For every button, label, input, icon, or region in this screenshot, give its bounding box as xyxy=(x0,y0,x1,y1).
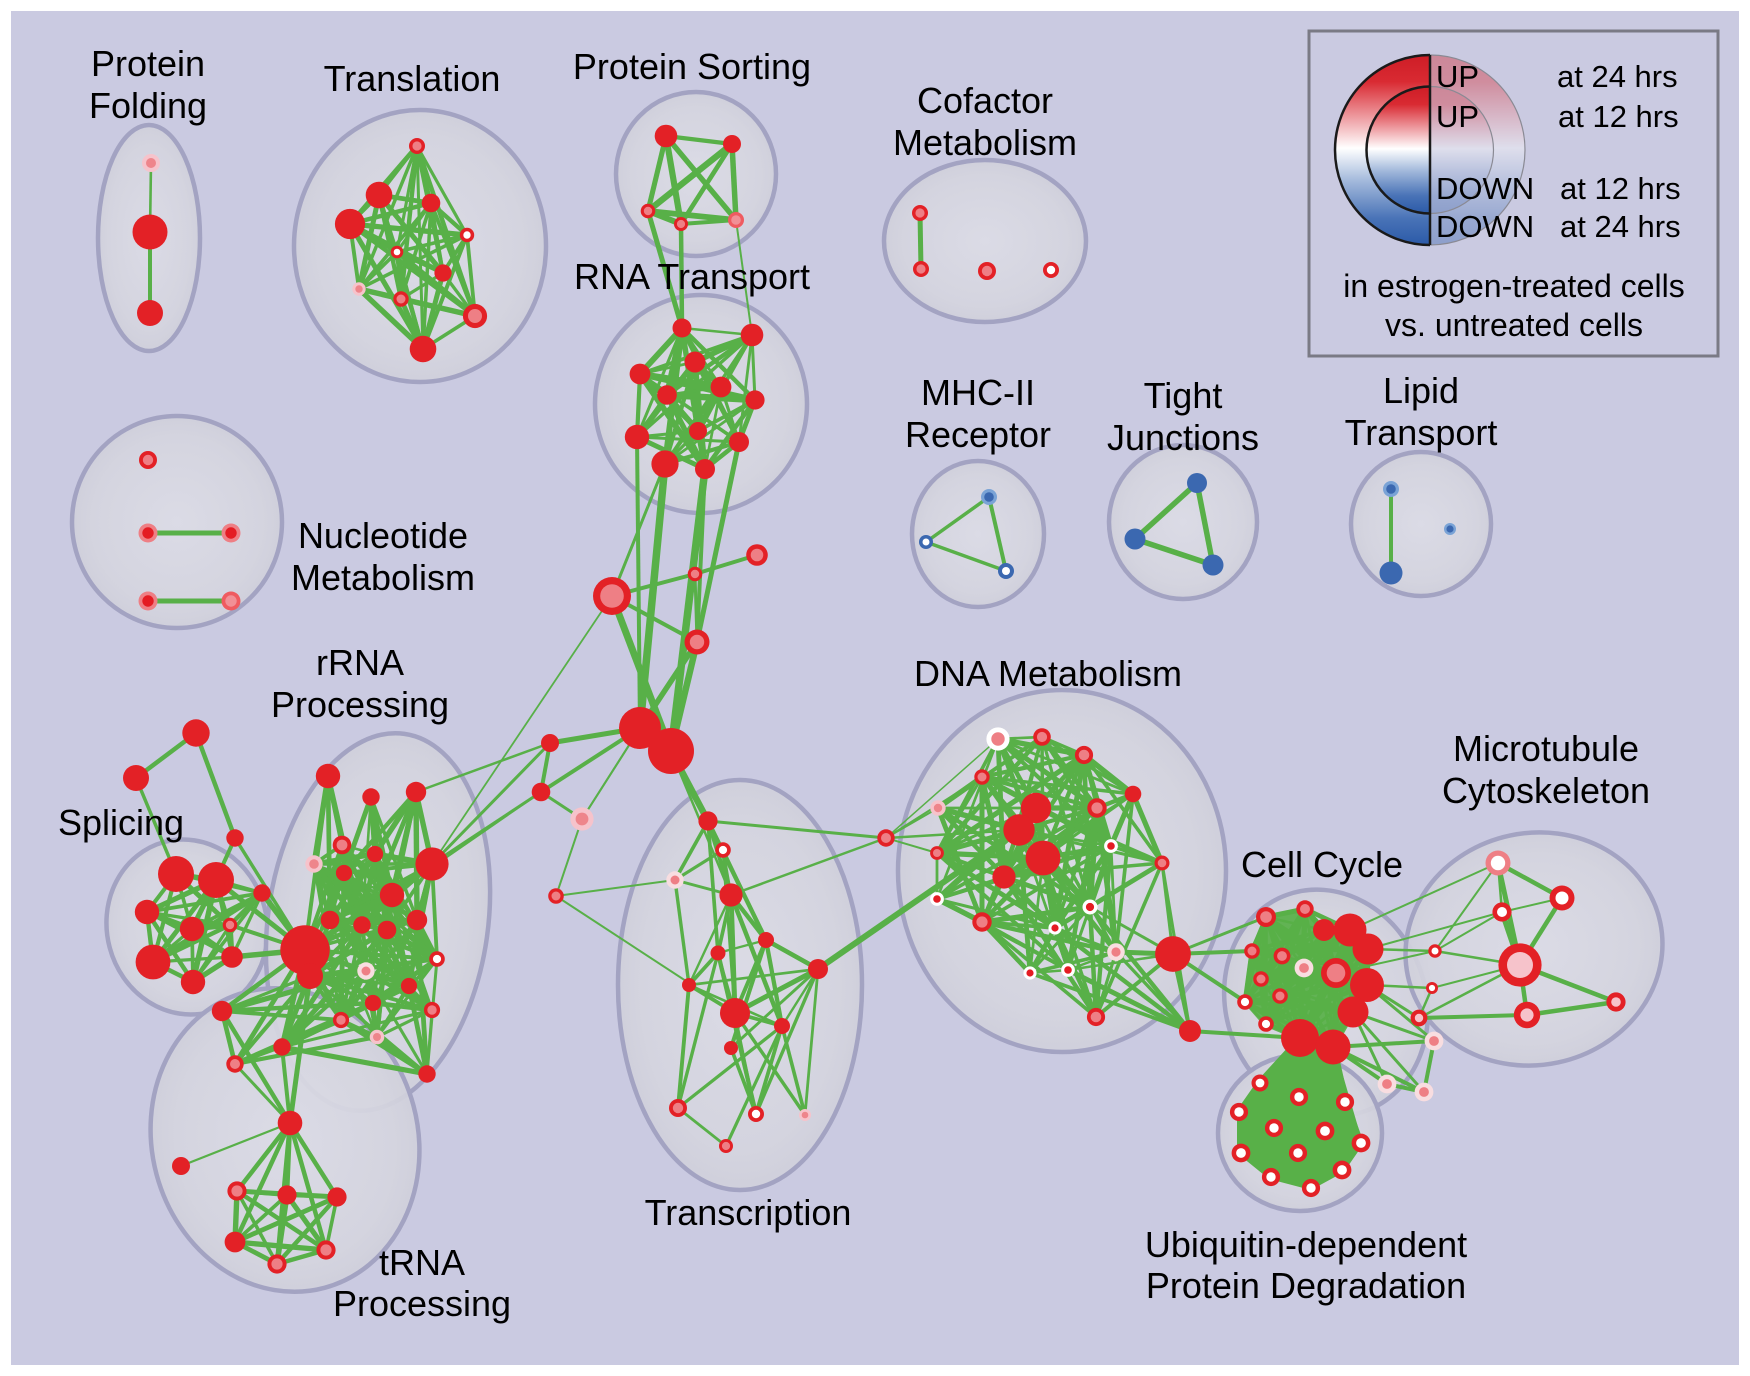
svg-text:Translation: Translation xyxy=(324,58,501,99)
svg-text:DOWN: DOWN xyxy=(1436,171,1534,206)
svg-text:at 12 hrs: at 12 hrs xyxy=(1560,171,1681,206)
svg-text:Processing: Processing xyxy=(333,1283,511,1324)
svg-text:Processing: Processing xyxy=(271,684,449,725)
svg-text:Cytoskeleton: Cytoskeleton xyxy=(1442,770,1650,811)
svg-text:DOWN: DOWN xyxy=(1436,209,1534,244)
svg-text:Protein: Protein xyxy=(91,43,205,84)
svg-text:Metabolism: Metabolism xyxy=(893,122,1077,163)
svg-text:UP: UP xyxy=(1436,99,1479,134)
svg-text:Cofactor: Cofactor xyxy=(917,80,1053,121)
svg-text:RNA Transport: RNA Transport xyxy=(574,256,810,297)
svg-text:vs. untreated cells: vs. untreated cells xyxy=(1385,307,1643,343)
svg-text:Transcription: Transcription xyxy=(645,1192,852,1233)
svg-text:UP: UP xyxy=(1436,59,1479,94)
svg-text:tRNA: tRNA xyxy=(379,1242,465,1283)
svg-text:Ubiquitin-dependent: Ubiquitin-dependent xyxy=(1145,1224,1467,1265)
svg-text:Tight: Tight xyxy=(1144,375,1223,416)
svg-text:MHC-II: MHC-II xyxy=(921,372,1035,413)
svg-text:DNA Metabolism: DNA Metabolism xyxy=(914,653,1182,694)
svg-text:Junctions: Junctions xyxy=(1107,417,1259,458)
svg-text:Splicing: Splicing xyxy=(58,802,184,843)
svg-text:Cell Cycle: Cell Cycle xyxy=(1241,844,1403,885)
svg-text:in estrogen-treated cells: in estrogen-treated cells xyxy=(1343,268,1685,304)
svg-text:Protein Sorting: Protein Sorting xyxy=(573,46,811,87)
svg-text:Lipid: Lipid xyxy=(1383,370,1459,411)
svg-text:at 24 hrs: at 24 hrs xyxy=(1560,209,1681,244)
svg-text:rRNA: rRNA xyxy=(316,642,404,683)
svg-text:Receptor: Receptor xyxy=(905,414,1051,455)
svg-text:Metabolism: Metabolism xyxy=(291,557,475,598)
svg-text:Microtubule: Microtubule xyxy=(1453,728,1639,769)
svg-text:Folding: Folding xyxy=(89,85,207,126)
svg-text:Transport: Transport xyxy=(1345,412,1498,453)
svg-text:Nucleotide: Nucleotide xyxy=(298,515,468,556)
svg-text:at 24 hrs: at 24 hrs xyxy=(1557,59,1678,94)
svg-text:Protein Degradation: Protein Degradation xyxy=(1146,1265,1466,1306)
svg-text:at 12 hrs: at 12 hrs xyxy=(1558,99,1679,134)
